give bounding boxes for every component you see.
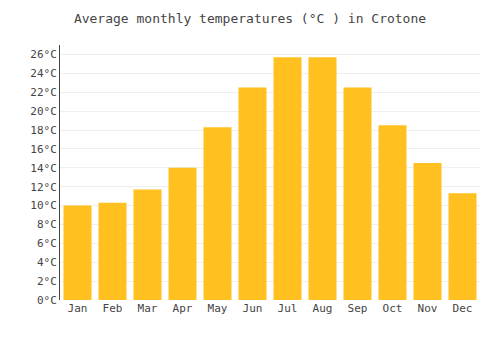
svg-text:26°C: 26°C	[30, 48, 57, 61]
svg-text:Jan: Jan	[68, 302, 88, 315]
svg-text:0°C: 0°C	[37, 294, 57, 307]
svg-text:Mar: Mar	[138, 302, 158, 315]
svg-text:16°C: 16°C	[30, 143, 57, 156]
svg-text:Dec: Dec	[453, 302, 473, 315]
svg-text:20°C: 20°C	[30, 105, 57, 118]
svg-text:Aug: Aug	[313, 302, 333, 315]
svg-text:Jul: Jul	[278, 302, 298, 315]
svg-text:Nov: Nov	[418, 302, 438, 315]
svg-text:Jun: Jun	[243, 302, 263, 315]
svg-text:Feb: Feb	[103, 302, 123, 315]
svg-text:22°C: 22°C	[30, 86, 57, 99]
svg-text:12°C: 12°C	[30, 181, 57, 194]
svg-text:2°C: 2°C	[37, 275, 57, 288]
svg-text:6°C: 6°C	[37, 237, 57, 250]
svg-text:May: May	[208, 302, 228, 315]
svg-text:14°C: 14°C	[30, 162, 57, 175]
svg-text:24°C: 24°C	[30, 67, 57, 80]
svg-text:18°C: 18°C	[30, 124, 57, 137]
svg-text:Sep: Sep	[348, 302, 368, 315]
svg-text:Average monthly temperatures (: Average monthly temperatures (°C ) in Cr…	[74, 11, 426, 26]
svg-text:4°C: 4°C	[37, 256, 57, 269]
svg-text:Oct: Oct	[383, 302, 403, 315]
svg-text:8°C: 8°C	[37, 218, 57, 231]
svg-text:10°C: 10°C	[30, 199, 57, 212]
svg-text:Apr: Apr	[173, 302, 193, 315]
